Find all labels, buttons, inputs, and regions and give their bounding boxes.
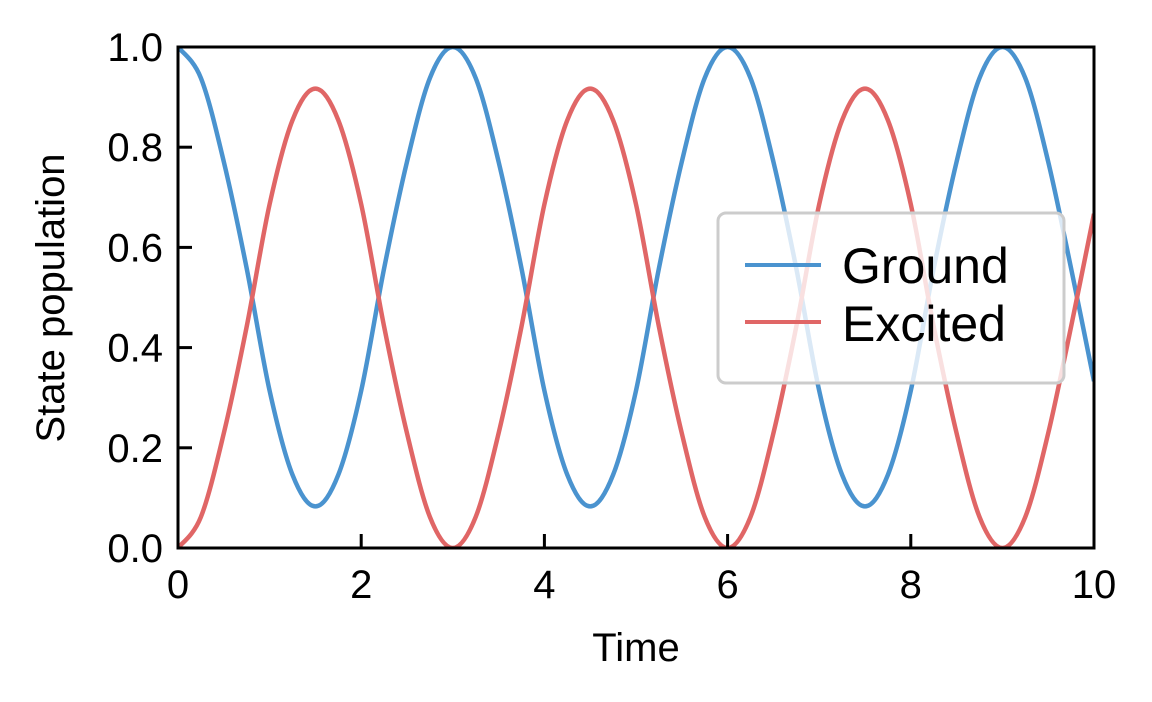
legend-box	[716, 211, 1066, 385]
x-tick-label: 4	[533, 563, 555, 607]
x-tick-label: 8	[900, 563, 922, 607]
y-tick-label: 0.6	[107, 226, 163, 270]
y-tick-label: 0.4	[107, 327, 163, 371]
plot-frame	[176, 45, 1096, 550]
legend-label-excited: Excited	[842, 296, 1006, 352]
y-tick-label: 0.2	[107, 427, 163, 471]
ticks-layer: 0 2 4 6 8 10 0.0 0.2 0.4 0.6 0.8 1.0	[107, 26, 1116, 607]
legend: Ground Excited	[716, 211, 1066, 385]
y-tick-label: 0.0	[107, 527, 163, 571]
y-tick-label: 0.8	[107, 126, 163, 170]
x-axis-label: Time	[592, 626, 679, 670]
x-tick-label: 0	[167, 563, 189, 607]
x-tick-label: 6	[716, 563, 738, 607]
y-axis-label: State population	[29, 153, 73, 442]
y-tick-label: 1.0	[107, 26, 163, 70]
legend-label-ground: Ground	[842, 238, 1009, 294]
x-tick-label: 2	[350, 563, 372, 607]
x-tick-label: 10	[1072, 563, 1117, 607]
